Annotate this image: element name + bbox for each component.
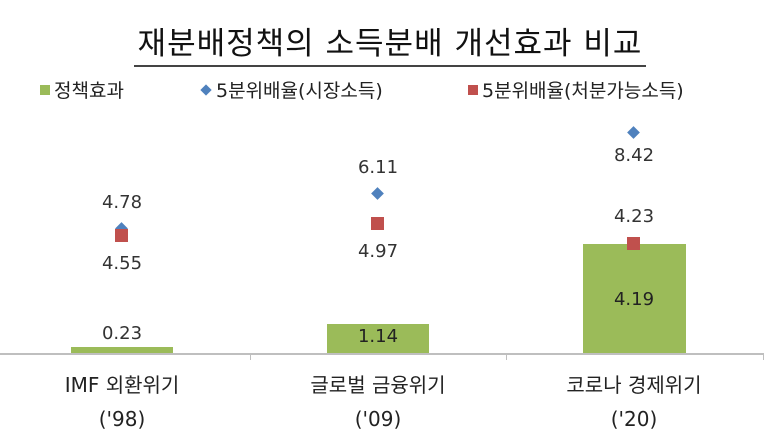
bar-label: 4.19	[613, 289, 655, 310]
square-marker-icon	[627, 237, 640, 250]
x-axis-tick	[506, 353, 507, 360]
x-axis-tick	[250, 353, 251, 360]
category-label-global-financial: 글로벌 금융위기 ('09)	[310, 373, 446, 431]
red-square-icon	[468, 84, 478, 95]
bar-imf	[71, 347, 173, 353]
category-label-corona: 코로나 경제위기 ('20)	[566, 373, 702, 431]
disposable-income-label: 4.97	[357, 241, 399, 262]
square-marker-icon	[371, 217, 384, 230]
diamond-marker-icon	[627, 126, 640, 139]
diamond-marker-icon	[371, 187, 384, 200]
disposable-income-label: 4.55	[101, 253, 143, 274]
category-label-imf: IMF 외환위기 ('98)	[64, 373, 180, 431]
chart-title: 재분배정책의 소득분배 개선효과 비교	[0, 18, 780, 67]
market-income-label: 8.42	[613, 145, 655, 166]
green-square-icon	[40, 84, 50, 95]
market-income-label: 4.78	[101, 192, 143, 213]
x-axis-tick	[763, 353, 764, 360]
bar-global-financial	[327, 324, 429, 353]
legend-item-disposable-income: 5분위배율(처분가능소득)	[468, 76, 684, 103]
bar-corona	[583, 244, 686, 353]
bar-label: 0.23	[101, 323, 143, 344]
bar-label: 1.14	[357, 326, 399, 347]
legend-item-policy-effect: 정책효과	[40, 76, 124, 103]
x-axis	[0, 353, 764, 355]
disposable-income-label: 4.23	[613, 206, 655, 227]
legend-item-market-income: 5분위배율(시장소득)	[200, 76, 383, 103]
square-marker-icon	[115, 229, 128, 242]
market-income-label: 6.11	[357, 157, 399, 178]
